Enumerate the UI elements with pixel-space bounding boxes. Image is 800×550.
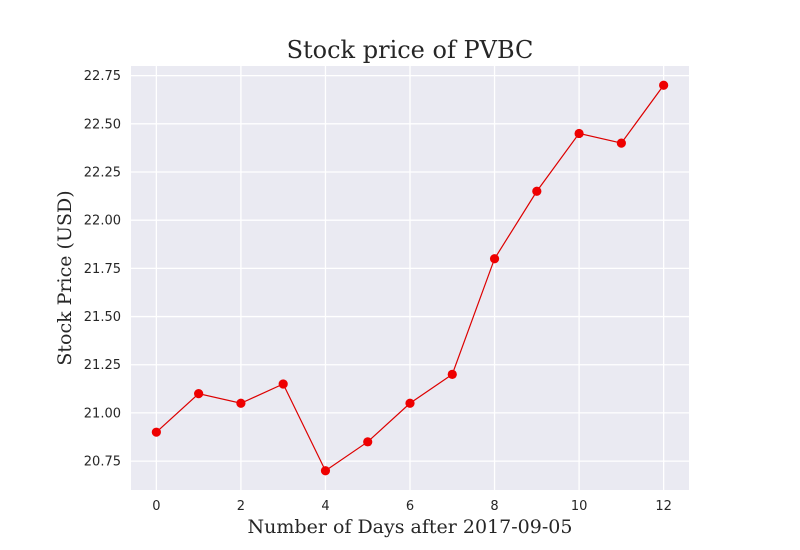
- x-tick-label: 10: [571, 499, 588, 514]
- data-point: [489, 254, 500, 264]
- x-tick-label: 8: [490, 499, 498, 514]
- data-point: [659, 80, 669, 90]
- data-point: [363, 437, 373, 447]
- y-tick-label: 22.50: [84, 117, 121, 132]
- x-tick-label: 12: [655, 499, 672, 514]
- data-point: [278, 379, 288, 389]
- data-point: [320, 466, 331, 476]
- data-point: [616, 138, 626, 148]
- x-tick-label: 2: [237, 499, 245, 514]
- x-axis-label: Number of Days after 2017-09-05: [248, 516, 573, 538]
- grid-lines: [131, 66, 689, 490]
- x-tick-label: 6: [406, 499, 414, 514]
- y-tick-label: 22.75: [84, 69, 121, 84]
- x-tick-label: 0: [152, 499, 160, 514]
- y-tick-label: 22.00: [84, 214, 121, 229]
- y-tick-label: 21.25: [84, 358, 121, 373]
- y-tick-label: 21.00: [84, 406, 121, 421]
- data-point: [447, 369, 457, 379]
- y-tick-label: 21.50: [84, 310, 121, 325]
- y-axis-label: Stock Price (USD): [54, 190, 76, 365]
- data-point: [574, 128, 584, 139]
- series: [151, 80, 669, 476]
- data-point: [405, 398, 415, 408]
- data-point: [236, 398, 246, 408]
- y-tick-label: 20.75: [84, 455, 121, 470]
- data-point: [151, 427, 161, 437]
- x-axis-ticks: 0 2 4 6 8 10 12: [152, 499, 672, 514]
- y-axis-ticks: 20.75 21.00 21.25 21.50 21.75 22.00 22.25 22.50…: [84, 69, 121, 469]
- chart-title: Stock price of PVBC: [287, 36, 534, 64]
- data-point: [532, 186, 542, 196]
- y-tick-label: 22.25: [84, 166, 121, 181]
- data-point: [194, 389, 204, 399]
- x-tick-label: 4: [321, 499, 329, 514]
- y-tick-label: 21.75: [84, 262, 121, 277]
